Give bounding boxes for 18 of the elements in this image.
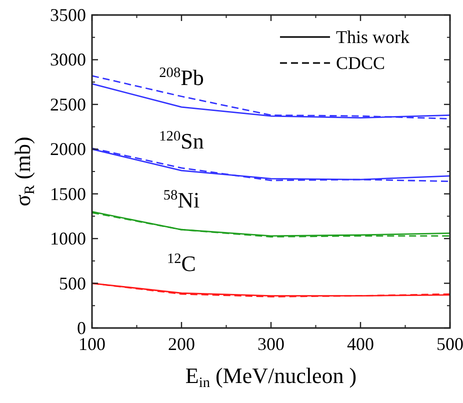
y-tick-label: 1500 [50,184,86,204]
annotation: This work [336,27,410,47]
y-tick-label: 3500 [50,5,86,25]
y-tick-label: 3000 [50,50,86,70]
y-tick-label: 1000 [50,228,86,249]
y-tick-label: 2500 [50,94,86,114]
y-tick-label: 500 [59,273,86,294]
x-tick-label: 200 [168,334,195,354]
series-label: $^{120}$Sn [159,128,204,154]
x-tick-label: 500 [436,334,463,354]
annotation: CDCC [336,53,386,73]
y-tick-label: 2000 [50,139,86,160]
x-tick-label: 300 [258,334,284,354]
series-label: $^{58}$Ni [163,188,200,213]
x-axis-title: E$_{in}$ (MeV/nucleon ) [185,363,357,390]
series-label: $^{208}$Pb [159,65,204,90]
series-label: $^{12}$C [167,251,196,276]
x-tick-label: 400 [347,334,374,354]
